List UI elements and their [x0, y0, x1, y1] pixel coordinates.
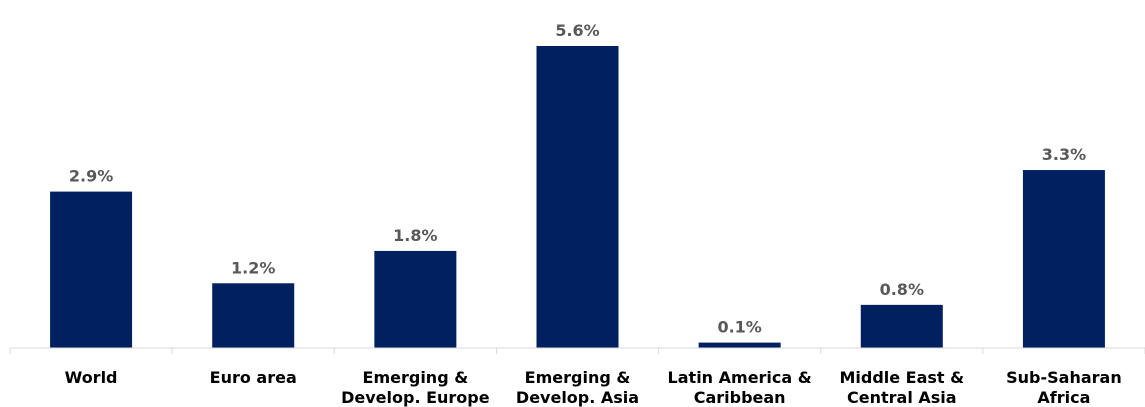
- data-labels-group: 2.9% 1.2% 1.8% 5.6% 0.1% 0.8% 3.3%: [69, 21, 1086, 337]
- category-label: Middle East &: [839, 368, 964, 387]
- category-labels-group: World Euro area Emerging &Develop. EuropeE…: [65, 368, 1122, 407]
- category-label: Euro area: [210, 368, 297, 387]
- bar: [698, 342, 781, 348]
- data-label: 1.8%: [393, 226, 437, 245]
- bar: [1022, 170, 1105, 348]
- category-label: Develop. Europe: [341, 388, 490, 407]
- data-label: 0.8%: [880, 280, 924, 299]
- category-label: Caribbean: [694, 388, 786, 407]
- data-label: 2.9%: [69, 167, 113, 186]
- data-label: 1.2%: [231, 258, 275, 277]
- category-label: Emerging &: [363, 368, 469, 387]
- bar: [50, 191, 133, 348]
- category-label: Sub-Saharan: [1006, 368, 1122, 387]
- bar: [860, 304, 943, 348]
- bars-group: [50, 46, 1105, 348]
- x-axis-ticks-group: [9, 348, 1145, 354]
- bar: [212, 283, 295, 348]
- bar: [536, 46, 619, 348]
- data-label: 5.6%: [555, 21, 599, 40]
- bar: [374, 250, 457, 348]
- category-label: Emerging &: [525, 368, 631, 387]
- category-label: Develop. Asia: [516, 388, 639, 407]
- category-label: World: [65, 368, 118, 387]
- category-label: Latin America &: [668, 368, 812, 387]
- category-label: Africa: [1037, 388, 1090, 407]
- category-label: Central Asia: [847, 388, 957, 407]
- data-label: 3.3%: [1042, 145, 1086, 164]
- data-label: 0.1%: [717, 318, 761, 337]
